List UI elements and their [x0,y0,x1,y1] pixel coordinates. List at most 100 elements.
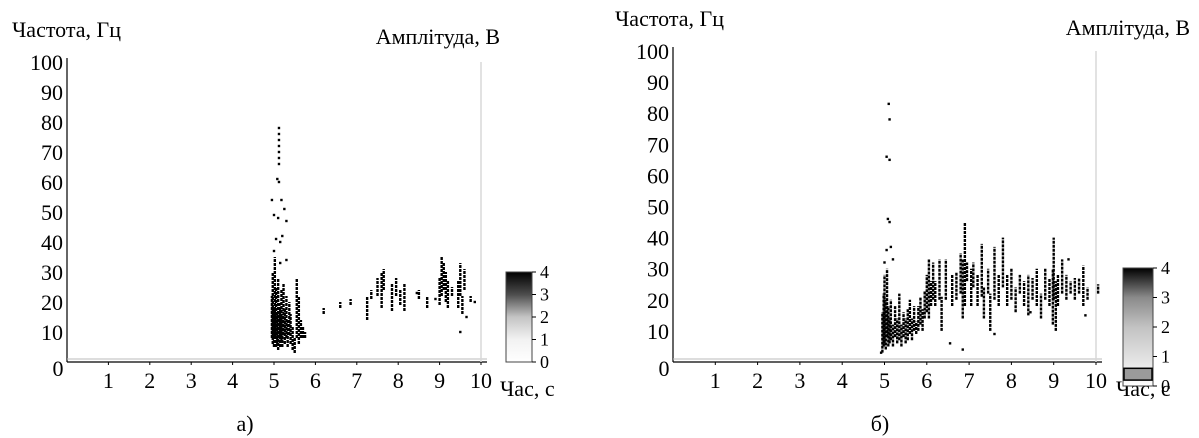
colorbar-tick-label: 3 [1161,288,1170,308]
y-tick-label: 100 [636,39,669,64]
data-point [281,234,284,238]
y-tick-label: 20 [41,290,63,315]
data-point [270,198,274,202]
data-point [272,213,276,217]
colorbar-tick-label: 2 [540,307,549,327]
y-tick-label: 70 [41,140,63,165]
data-point [279,240,282,244]
x-tick-label: 6 [921,368,932,393]
x-tick-label: 6 [310,368,321,393]
colorbar-tick-label: 4 [1161,258,1170,278]
data-point [889,245,893,249]
colorbar-tick-label: 4 [540,262,549,282]
y-tick-label: 30 [41,260,63,285]
colorbar-tick-label: 1 [540,330,549,350]
y-tick-label: 50 [41,200,63,225]
x-tick-label: 0 [659,356,670,381]
data-point [1029,311,1032,314]
data-point [277,150,281,154]
y-tick-label: 90 [41,80,63,105]
x-tick-label: 1 [103,368,114,393]
x-tick-label: 9 [1048,368,1059,393]
data-point [993,332,996,336]
y-tick-label: 90 [647,70,669,95]
y-tick-label: 30 [647,257,669,282]
data-point [277,156,281,160]
data-point [272,249,276,253]
panel-label: а) [236,411,253,436]
y-tick-label: 80 [41,110,63,135]
data-point [277,132,281,136]
data-point [280,198,283,202]
y-tick-label: 40 [647,226,669,251]
data-point [277,162,281,166]
data-point [277,144,281,148]
data-point [888,158,891,162]
data-point [274,237,278,241]
data-point [277,180,281,184]
x-tick-label: 10 [470,368,492,393]
x-tick-label: 7 [964,368,975,393]
x-tick-label: 0 [53,356,64,381]
data-point [1067,258,1070,261]
x-tick-label: 8 [393,368,404,393]
y-tick-label: 60 [41,170,63,195]
y-tick-label: 20 [647,288,669,313]
y-tick-label: 10 [647,319,669,344]
data-point [465,315,468,319]
data-point [283,207,286,211]
data-point [961,348,964,351]
y-tick-label: 100 [30,50,63,75]
x-tick-label: 7 [351,368,362,393]
data-point [473,300,476,304]
y-tick-label: 80 [647,101,669,126]
x-tick-label: 5 [879,368,890,393]
x-tick-label: 3 [794,368,805,393]
data-point [891,258,895,261]
y-tick-label: 60 [647,163,669,188]
data-point [276,216,280,220]
data-point [885,248,888,252]
data-point [888,220,891,224]
data-point [885,155,888,158]
x-tick-label: 9 [434,368,445,393]
data-point [415,291,419,295]
colorbar-tick-label: 2 [1161,317,1170,337]
x-tick-label: 8 [1006,368,1017,393]
data-point [887,102,890,106]
x-tick-label: 2 [144,368,155,393]
colorbar-tick-label: 1 [1161,347,1170,367]
colorbar-tick-label: 3 [540,285,549,305]
y-axis-label: Частота, Гц [12,17,121,42]
data-point [886,217,890,221]
data-point [888,118,891,121]
data-point [285,258,288,262]
data-point [459,330,462,334]
colorbar [505,271,533,363]
data-point [948,342,952,345]
x-axis-label: Час, с [500,376,555,401]
data-point [277,126,281,130]
x-tick-label: 5 [269,368,280,393]
colorbar-tick-label: 0 [540,352,549,372]
x-tick-label: 4 [227,368,238,393]
y-axis-label: Частота, Гц [615,6,724,31]
panel-label: б) [871,411,890,436]
data-point [285,219,288,223]
data-point [1084,314,1087,317]
colorbar-highlight-band [1123,367,1153,381]
colorbar-label: Амплітуда, В [376,24,500,49]
x-tick-label: 4 [837,368,848,393]
x-tick-label: 1 [710,368,721,393]
data-point [879,351,883,354]
data-point [883,261,886,264]
colorbar-label: Амплітуда, В [1066,15,1190,40]
data-point [279,261,282,265]
x-tick-label: 2 [752,368,763,393]
y-tick-label: 40 [41,230,63,255]
y-tick-label: 10 [41,320,63,345]
data-point [277,138,281,142]
